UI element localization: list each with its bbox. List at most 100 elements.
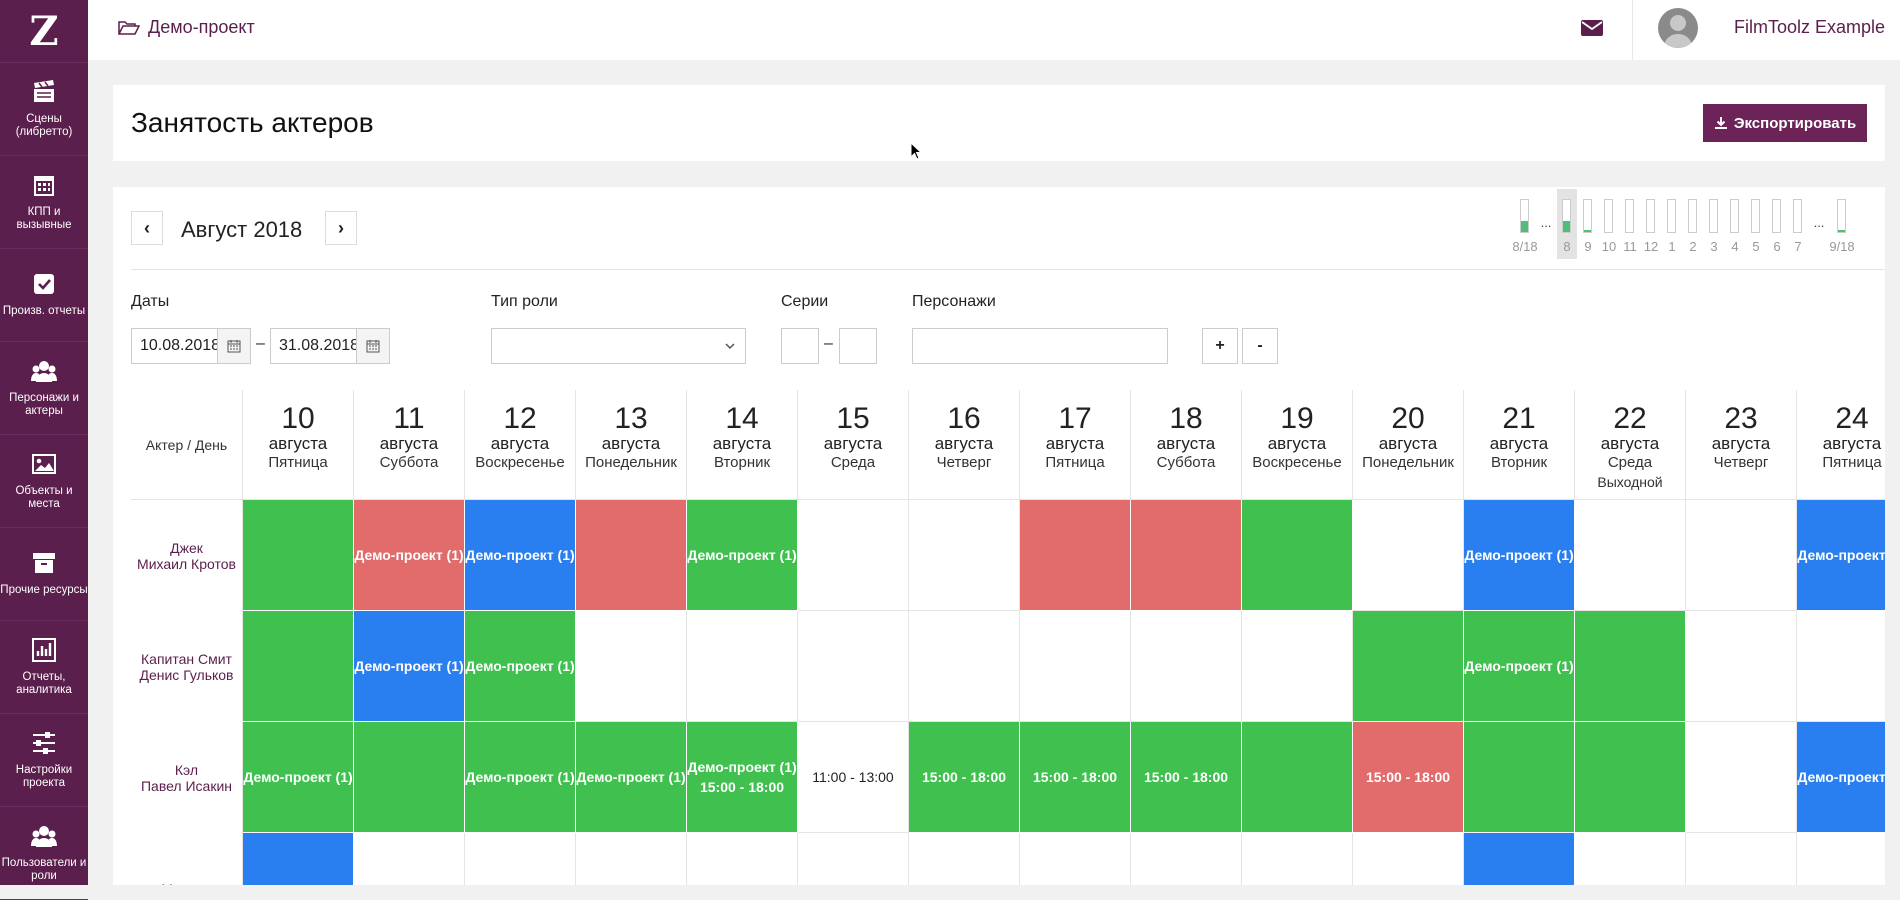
sidebar-item[interactable]: Пользователи и роли — [0, 807, 88, 900]
series-item[interactable]: 8 — [1557, 189, 1577, 259]
schedule-cell[interactable] — [243, 833, 354, 885]
schedule-cell[interactable] — [798, 833, 909, 885]
schedule-cell[interactable] — [1131, 833, 1242, 885]
schedule-cell[interactable] — [687, 833, 798, 885]
sidebar-item[interactable]: Произв. отчеты — [0, 249, 88, 342]
mail-icon[interactable] — [1580, 18, 1604, 38]
schedule-cell[interactable]: 15:00 - 18:00 — [1131, 722, 1242, 833]
series-item[interactable]: 10 — [1599, 189, 1619, 259]
sidebar-item[interactable]: Отчеты, аналитика — [0, 621, 88, 714]
schedule-cell[interactable] — [1686, 833, 1797, 885]
schedule-cell[interactable] — [1242, 722, 1353, 833]
schedule-cell[interactable] — [1575, 500, 1686, 611]
schedule-cell[interactable]: Демо-проект (1) — [1464, 500, 1575, 611]
schedule-cell[interactable]: Демо-проект (1) — [465, 611, 576, 722]
app-logo[interactable]: Z — [0, 0, 88, 63]
schedule-cell[interactable] — [576, 833, 687, 885]
prev-month-button[interactable]: ‹ — [131, 211, 163, 245]
schedule-cell[interactable]: Демо-проект (1) — [243, 722, 354, 833]
series-item[interactable]: 3 — [1704, 189, 1724, 259]
actor-cell[interactable]: Джек Михаил Кротов — [131, 500, 243, 611]
schedule-cell[interactable] — [1575, 833, 1686, 885]
schedule-cell[interactable]: Демо-проект (1) — [1797, 722, 1885, 833]
schedule-cell[interactable] — [354, 833, 465, 885]
schedule-cell[interactable]: Демо-проект (1) 15:00 - 18:00 — [687, 722, 798, 833]
project-breadcrumb[interactable]: Демо-проект — [118, 17, 255, 38]
schedule-cell[interactable] — [465, 833, 576, 885]
series-item[interactable]: 4 — [1725, 189, 1745, 259]
schedule-cell[interactable] — [1242, 611, 1353, 722]
schedule-cell[interactable] — [243, 611, 354, 722]
series-from-input[interactable] — [781, 328, 819, 364]
sidebar-item[interactable]: Настройки проекта — [0, 714, 88, 807]
schedule-cell[interactable] — [909, 611, 1020, 722]
schedule-cell[interactable] — [909, 500, 1020, 611]
zoom-out-button[interactable]: - — [1242, 328, 1278, 364]
series-item[interactable]: 1 — [1662, 189, 1682, 259]
schedule-cell[interactable]: Демо-проект (1) — [354, 611, 465, 722]
sidebar-item[interactable]: Объекты и места — [0, 435, 88, 528]
schedule-cell[interactable] — [1242, 500, 1353, 611]
schedule-cell[interactable] — [1686, 722, 1797, 833]
schedule-cell[interactable] — [1020, 833, 1131, 885]
characters-input[interactable] — [912, 328, 1168, 364]
schedule-cell[interactable] — [1797, 611, 1885, 722]
sidebar-item[interactable]: Персонажи и актеры — [0, 342, 88, 435]
schedule-cell[interactable]: Демо-проект (1) — [354, 500, 465, 611]
schedule-cell[interactable] — [909, 833, 1020, 885]
date-from-input[interactable]: 10.08.2018 — [131, 328, 220, 364]
series-item[interactable]: 11 — [1620, 189, 1640, 259]
calendar-icon[interactable] — [217, 328, 251, 364]
schedule-cell[interactable] — [1575, 611, 1686, 722]
series-item[interactable]: 12 — [1641, 189, 1661, 259]
schedule-cell[interactable] — [1020, 611, 1131, 722]
schedule-cell[interactable] — [1797, 833, 1885, 885]
date-to-input[interactable]: 31.08.2018 — [270, 328, 359, 364]
zoom-in-button[interactable]: + — [1202, 328, 1238, 364]
schedule-cell[interactable] — [1353, 833, 1464, 885]
schedule-cell[interactable] — [576, 611, 687, 722]
avatar[interactable] — [1658, 8, 1698, 48]
sidebar-item[interactable]: Прочие ресурсы — [0, 528, 88, 621]
schedule-cell[interactable] — [798, 611, 909, 722]
series-item[interactable]: ... — [1536, 189, 1556, 259]
schedule-cell[interactable] — [243, 500, 354, 611]
series-item[interactable]: 2 — [1683, 189, 1703, 259]
schedule-cell[interactable]: Демо-проект (1) — [576, 722, 687, 833]
calendar-icon[interactable] — [356, 328, 390, 364]
series-item[interactable]: 5 — [1746, 189, 1766, 259]
sidebar-item[interactable]: Сцены (либретто) — [0, 63, 88, 156]
schedule-cell[interactable] — [1020, 500, 1131, 611]
next-month-button[interactable]: › — [325, 211, 357, 245]
schedule-cell[interactable] — [798, 500, 909, 611]
schedule-cell[interactable]: Демо-проект (1) — [687, 500, 798, 611]
schedule-cell[interactable]: 15:00 - 18:00 — [1353, 722, 1464, 833]
schedule-cell[interactable] — [1242, 833, 1353, 885]
schedule-cell[interactable] — [1131, 500, 1242, 611]
schedule-cell[interactable] — [1575, 722, 1686, 833]
sidebar-item[interactable]: КПП и вызывные — [0, 156, 88, 249]
schedule-cell[interactable] — [1131, 611, 1242, 722]
schedule-cell[interactable]: 11:00 - 13:00 — [798, 722, 909, 833]
schedule-cell[interactable]: Демо-проект (1) — [465, 722, 576, 833]
user-name[interactable]: FilmToolz Example — [1734, 17, 1886, 37]
series-to-input[interactable] — [839, 328, 877, 364]
actor-cell[interactable]: Марвин — [131, 833, 243, 885]
schedule-cell[interactable] — [687, 611, 798, 722]
schedule-cell[interactable] — [1686, 500, 1797, 611]
series-item[interactable]: ... — [1809, 189, 1829, 259]
schedule-cell[interactable]: 15:00 - 18:00 — [909, 722, 1020, 833]
schedule-cell[interactable] — [1464, 722, 1575, 833]
schedule-cell[interactable] — [1353, 611, 1464, 722]
series-item[interactable]: 8/18 — [1512, 189, 1538, 259]
schedule-cell[interactable]: Демо-проект (1) — [1797, 500, 1885, 611]
schedule-cell[interactable] — [1686, 611, 1797, 722]
series-item[interactable]: 9 — [1578, 189, 1598, 259]
role-type-select[interactable] — [491, 328, 746, 364]
actor-cell[interactable]: Капитан Смит Денис Гульков — [131, 611, 243, 722]
actor-cell[interactable]: Кэл Павел Исакин — [131, 722, 243, 833]
schedule-cell[interactable] — [1464, 833, 1575, 885]
schedule-cell[interactable]: 15:00 - 18:00 — [1020, 722, 1131, 833]
series-item[interactable]: 9/18 — [1829, 189, 1855, 259]
export-button[interactable]: Экспортировать — [1703, 104, 1867, 142]
